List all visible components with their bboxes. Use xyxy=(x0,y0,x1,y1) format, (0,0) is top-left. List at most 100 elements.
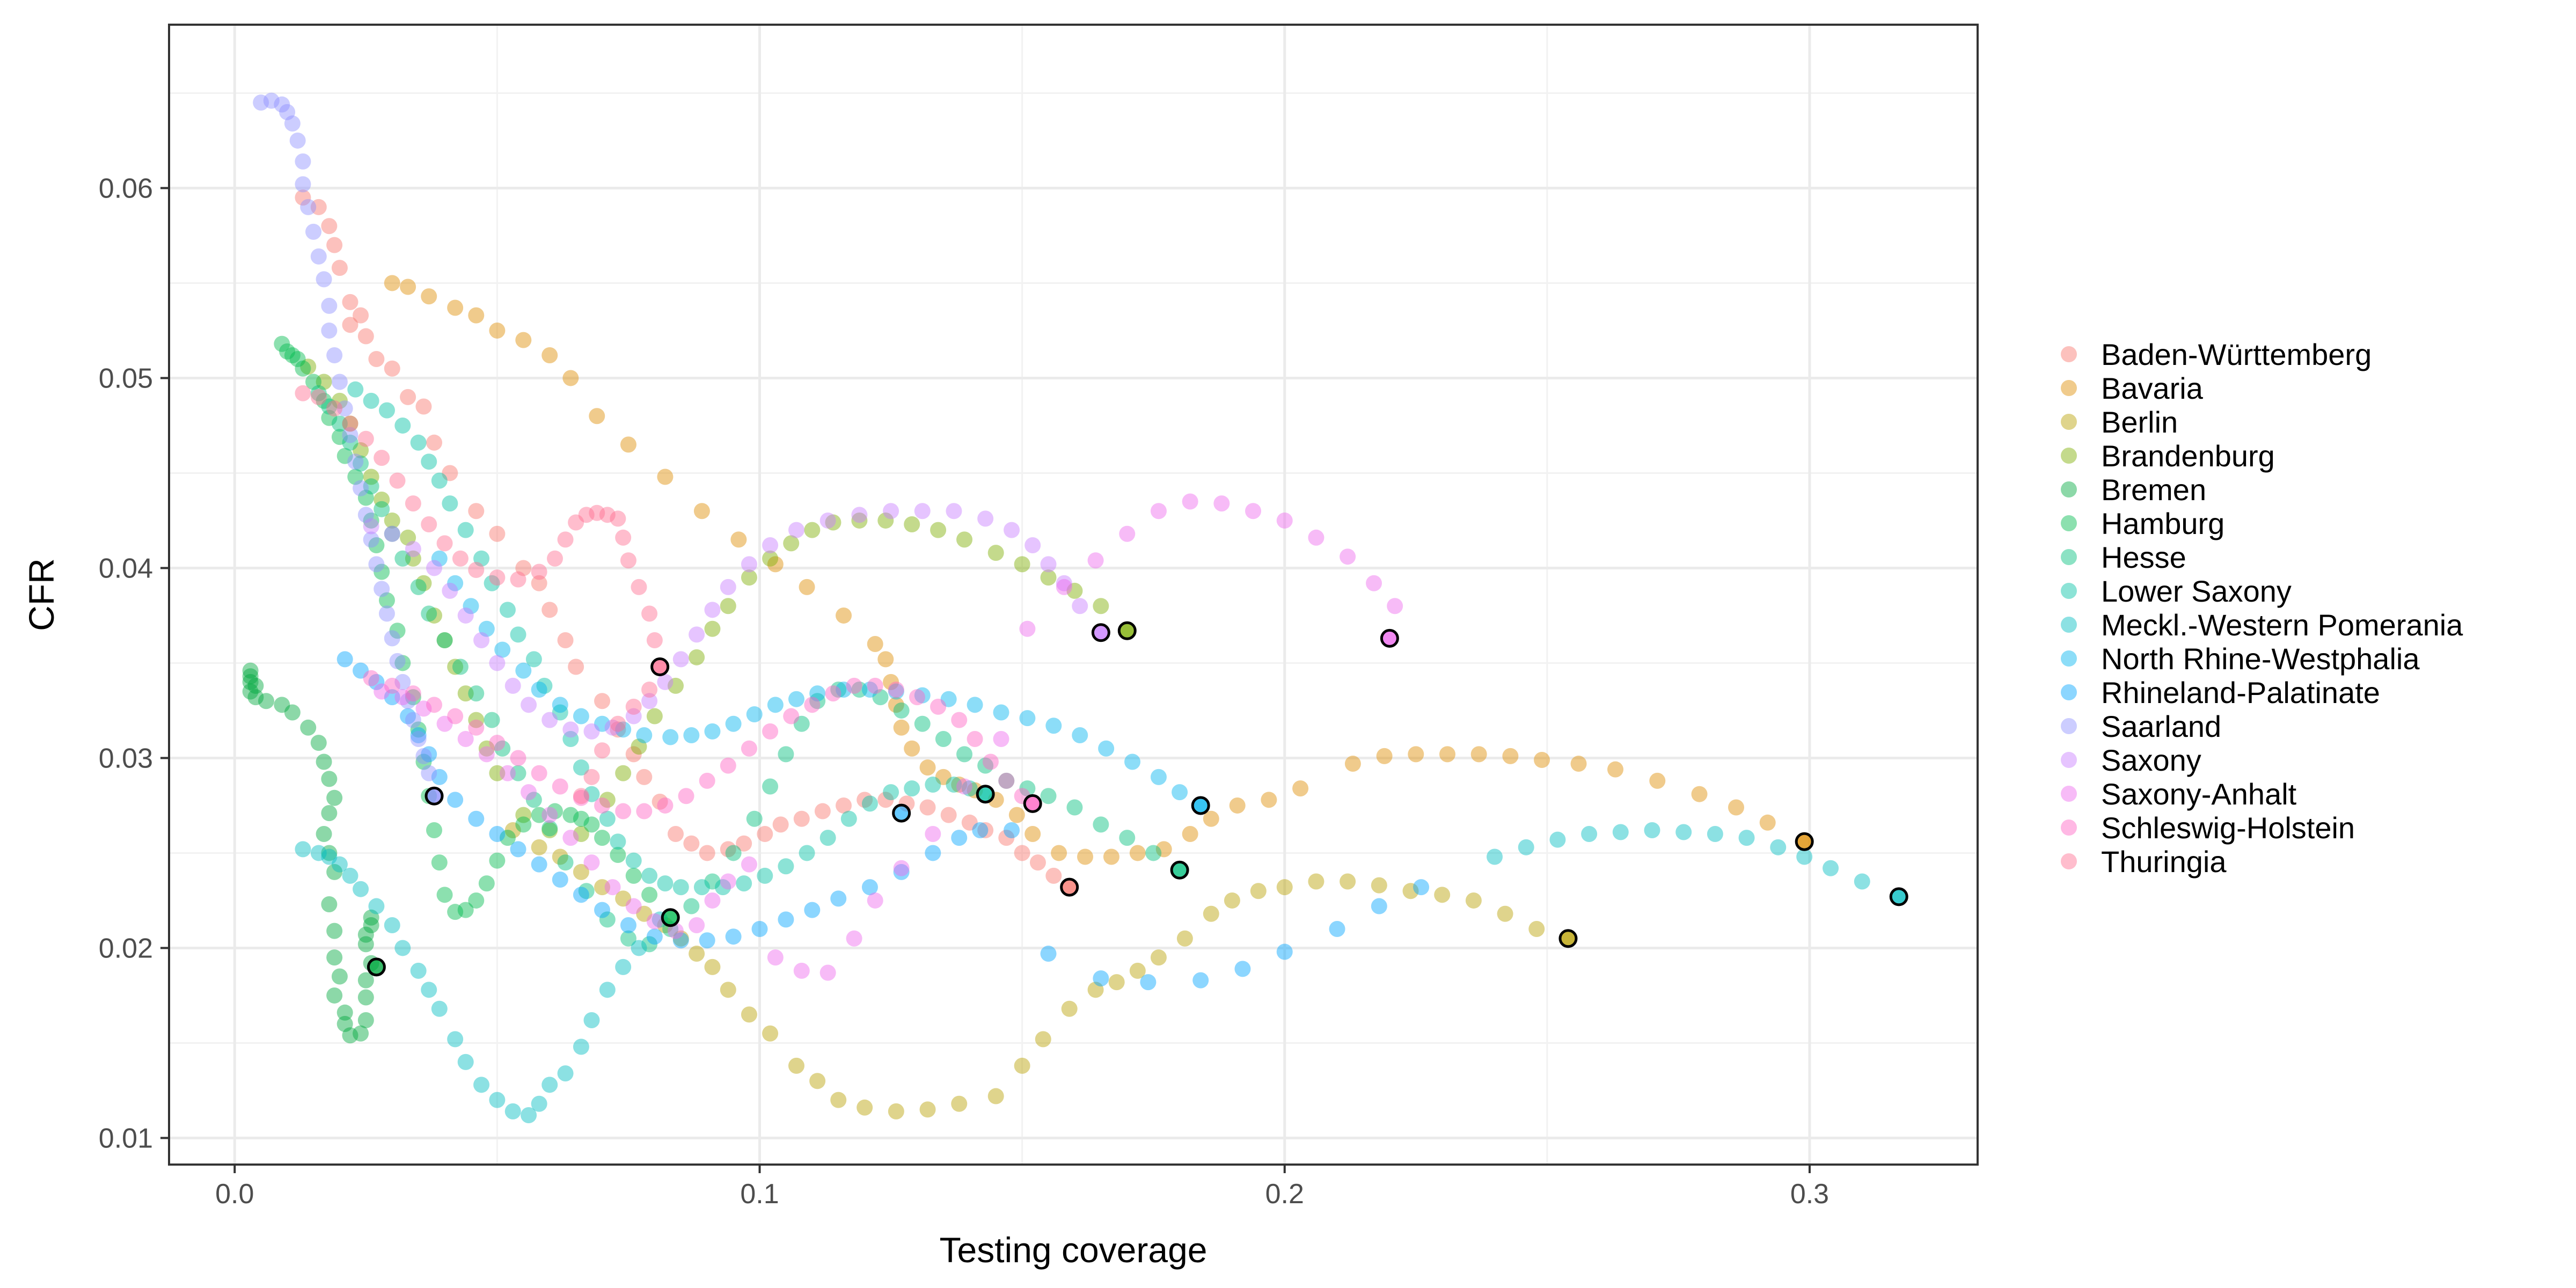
data-point xyxy=(357,430,374,447)
highlighted-point xyxy=(661,908,680,927)
data-point xyxy=(447,792,464,808)
data-point xyxy=(683,727,700,743)
data-point xyxy=(310,199,327,215)
data-point xyxy=(631,940,647,956)
data-point xyxy=(552,848,568,865)
data-point xyxy=(1056,579,1072,595)
data-point xyxy=(342,434,358,451)
data-point xyxy=(1093,970,1109,987)
data-point xyxy=(457,522,474,538)
data-point xyxy=(851,682,868,698)
data-point xyxy=(536,677,553,694)
data-point xyxy=(1124,753,1141,770)
data-point xyxy=(1376,748,1393,764)
data-point xyxy=(384,275,400,291)
data-point xyxy=(1759,814,1776,831)
data-point xyxy=(788,522,804,538)
data-point xyxy=(562,370,579,386)
data-point xyxy=(935,769,952,785)
data-point xyxy=(836,682,852,698)
data-point xyxy=(636,905,653,922)
highlighted-point xyxy=(1117,621,1137,640)
data-point xyxy=(599,911,616,928)
data-point xyxy=(405,689,421,706)
data-point xyxy=(447,658,464,675)
data-point xyxy=(861,682,878,698)
legend-label: Lower Saxony xyxy=(2101,574,2292,608)
data-point xyxy=(562,721,579,738)
data-point xyxy=(583,854,600,871)
data-point xyxy=(972,822,989,838)
data-point xyxy=(583,1012,600,1028)
data-point xyxy=(825,514,841,531)
data-point xyxy=(531,1095,547,1112)
data-point xyxy=(909,689,925,706)
data-point xyxy=(762,1025,779,1042)
data-point xyxy=(431,1000,448,1017)
data-point xyxy=(573,788,589,804)
data-point xyxy=(1103,848,1119,865)
data-point xyxy=(610,715,626,732)
data-point xyxy=(331,968,348,985)
data-point xyxy=(925,845,941,861)
data-point xyxy=(336,1004,353,1021)
data-point xyxy=(321,845,338,861)
highlighted-point xyxy=(1060,877,1079,897)
data-point xyxy=(431,854,448,871)
data-point xyxy=(1250,883,1267,899)
highlighted-point xyxy=(425,786,444,806)
data-point xyxy=(468,712,485,728)
data-point xyxy=(961,780,978,797)
data-point xyxy=(610,846,626,863)
data-point xyxy=(935,731,952,748)
series-group xyxy=(295,385,668,804)
data-point xyxy=(357,936,374,953)
highlighted-point xyxy=(1191,796,1210,815)
data-point xyxy=(442,465,458,481)
data-point xyxy=(431,769,448,785)
series-group xyxy=(504,822,1576,1119)
data-point xyxy=(762,550,779,567)
highlighted-point xyxy=(1023,794,1042,813)
data-point xyxy=(793,962,810,979)
data-point xyxy=(415,700,432,717)
data-point xyxy=(1150,503,1167,519)
data-point xyxy=(326,347,343,363)
data-point xyxy=(788,691,804,707)
data-point xyxy=(310,735,327,751)
data-point xyxy=(426,607,443,624)
data-point xyxy=(552,872,568,888)
data-point xyxy=(683,898,700,914)
data-point xyxy=(720,598,736,614)
data-point xyxy=(384,512,400,529)
data-point xyxy=(578,883,595,899)
data-point xyxy=(857,1099,873,1116)
data-point xyxy=(374,501,390,517)
data-point xyxy=(321,218,338,235)
data-point xyxy=(1738,830,1755,846)
data-point xyxy=(877,651,894,668)
data-point xyxy=(982,753,999,770)
data-point xyxy=(825,685,841,702)
data-point xyxy=(489,852,506,869)
highlighted-point xyxy=(1091,623,1110,642)
data-point xyxy=(951,1095,968,1112)
data-point xyxy=(389,472,406,489)
data-point xyxy=(295,385,311,401)
data-point xyxy=(310,385,327,401)
highlighted-point xyxy=(1380,628,1399,648)
data-point xyxy=(326,789,343,806)
data-point xyxy=(778,911,794,928)
data-point xyxy=(499,765,516,781)
data-point xyxy=(893,702,910,719)
data-point xyxy=(956,746,973,763)
data-point xyxy=(1292,780,1309,797)
data-point xyxy=(1518,839,1534,855)
data-point xyxy=(442,582,458,599)
y-axis-title: CFR xyxy=(21,558,61,631)
data-point xyxy=(489,569,506,586)
data-point xyxy=(504,1103,521,1119)
data-point xyxy=(310,248,327,265)
data-point xyxy=(861,879,878,896)
data-point xyxy=(468,307,485,324)
